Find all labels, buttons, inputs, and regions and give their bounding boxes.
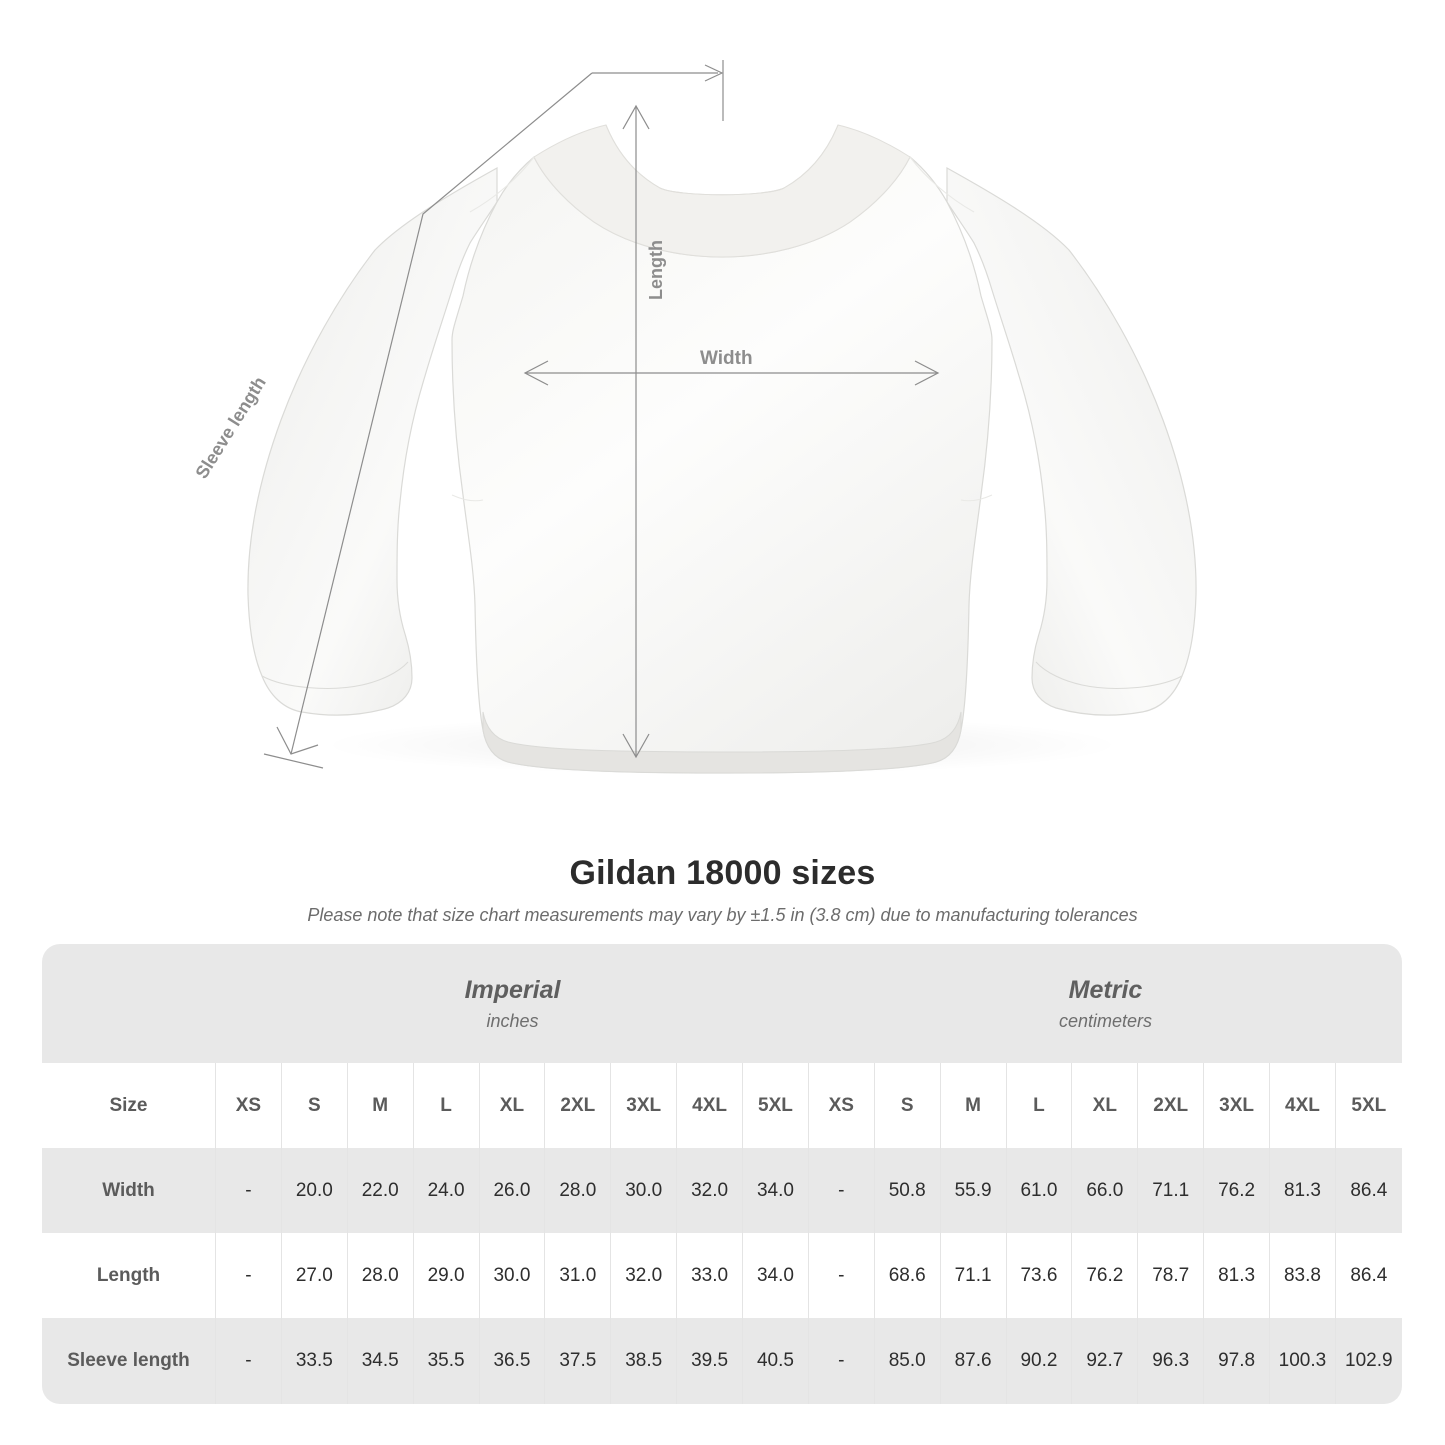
svg-text:Length: Length: [646, 240, 666, 300]
svg-text:Width: Width: [700, 348, 753, 369]
svg-text:Sleeve length: Sleeve length: [191, 373, 269, 482]
